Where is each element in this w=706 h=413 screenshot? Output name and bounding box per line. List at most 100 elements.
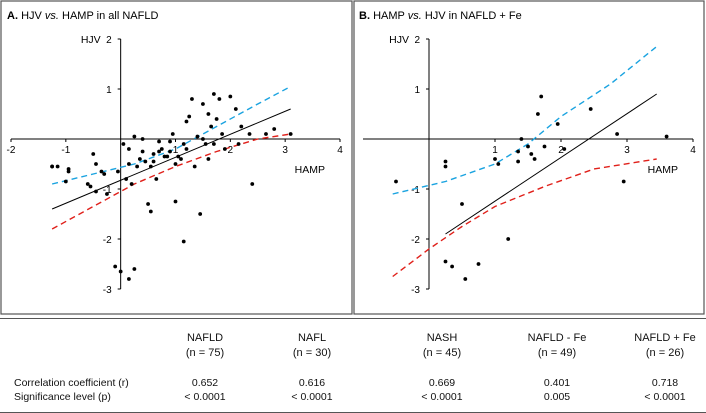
data-point	[615, 132, 619, 136]
data-point	[88, 184, 93, 189]
data-point	[588, 107, 593, 111]
col-header-nafl: NAFL (n = 30)	[292, 332, 332, 359]
data-point	[288, 132, 293, 136]
cell-p-nash: < 0.0001	[421, 391, 463, 403]
data-point	[55, 164, 60, 169]
cell-r-nafld: 0.652	[191, 377, 219, 389]
data-point	[542, 144, 547, 149]
data-point	[94, 189, 98, 194]
data-point	[140, 149, 145, 154]
data-point	[126, 277, 131, 281]
data-point	[105, 192, 109, 196]
y-tick-label: -3	[411, 285, 420, 296]
data-point	[157, 149, 161, 154]
data-point	[496, 162, 501, 166]
data-point	[209, 124, 214, 129]
data-point	[99, 169, 104, 174]
data-point	[91, 152, 96, 156]
data-point	[162, 154, 167, 159]
plot-a: -2 -1 1 2 3 4 -3 -2 -1 1 2 HJV HAMP	[7, 34, 344, 296]
x-tick-label: 4	[337, 145, 343, 156]
data-point	[94, 162, 98, 166]
panel-b-title: B. HAMP vs. HJV in NAFLD + Fe	[359, 10, 522, 22]
data-point	[228, 94, 233, 99]
row-label-significance: Significance level (p)	[14, 391, 111, 403]
data-point	[198, 212, 203, 216]
data-point	[460, 202, 464, 206]
data-point	[173, 199, 178, 204]
charts-area: A. HJV vs. HAMP in all NAFLD B. HAMP vs.…	[0, 0, 705, 315]
y-tick-label: -1	[103, 185, 112, 196]
data-point	[85, 182, 90, 186]
data-point	[132, 267, 137, 271]
data-point	[50, 164, 55, 169]
data-point	[220, 132, 225, 136]
data-point	[140, 137, 145, 141]
col-header-nash: NASH (n = 45)	[422, 332, 462, 359]
data-point	[135, 164, 140, 169]
col-header-nafld-plus-fe: NAFLD + Fe (n = 26)	[634, 332, 696, 359]
data-point	[124, 177, 129, 181]
data-point	[179, 157, 183, 161]
data-point	[187, 114, 192, 119]
data-point	[394, 179, 398, 184]
cell-r-nafld-minus-fe: 0.401	[543, 377, 571, 389]
data-point	[214, 117, 219, 121]
col-header-nafld: NAFLD (n = 75)	[185, 332, 225, 359]
data-point	[201, 137, 205, 141]
x-tick-label: 3	[282, 145, 288, 156]
data-point	[181, 239, 186, 244]
data-point	[203, 142, 208, 146]
data-point	[506, 237, 511, 241]
data-point	[450, 264, 454, 269]
y-tick-label: 2	[106, 35, 112, 46]
data-point	[222, 147, 227, 151]
data-point	[148, 164, 153, 169]
data-point	[137, 157, 142, 161]
data-point	[621, 179, 626, 184]
cell-r-nafld-plus-fe: 0.718	[651, 377, 679, 389]
panel-a-frame	[0, 0, 353, 315]
data-point	[562, 147, 567, 151]
panel-a-title: A. HJV vs. HAMP in all NAFLD	[7, 10, 158, 22]
cell-r-nafl: 0.616	[298, 377, 326, 389]
data-point	[102, 172, 107, 176]
data-point	[211, 142, 216, 146]
data-point	[165, 154, 170, 159]
data-point	[532, 157, 537, 161]
y-tick-label: 1	[414, 85, 420, 96]
data-point	[195, 134, 200, 139]
col-header-nafld-minus-fe: NAFLD - Fe (n = 49)	[527, 332, 587, 359]
data-point	[132, 134, 137, 139]
data-point	[239, 124, 244, 129]
data-point	[151, 159, 156, 164]
data-point	[190, 97, 194, 101]
data-point	[443, 164, 448, 169]
data-point	[113, 264, 118, 269]
data-point	[184, 147, 189, 151]
data-point	[151, 152, 156, 156]
data-point	[539, 94, 544, 99]
y-tick-label: -2	[411, 235, 420, 246]
plot-b: 1 2 3 4 -3 -2 -1 1 2 HJV HAMP	[363, 34, 696, 296]
data-point	[516, 149, 520, 154]
y-axis-label: HJV	[81, 34, 101, 46]
data-point	[121, 142, 126, 146]
data-point	[126, 162, 131, 166]
data-point	[536, 112, 540, 116]
data-point	[66, 167, 71, 171]
data-point	[664, 134, 669, 139]
data-point	[154, 177, 159, 181]
ci-upper-curve	[392, 45, 658, 195]
data-point	[272, 127, 277, 131]
data-point	[192, 164, 197, 169]
data-point	[555, 122, 560, 126]
x-tick-label: 4	[690, 145, 696, 156]
data-point	[201, 102, 205, 106]
data-point	[211, 92, 216, 96]
x-tick-label: 1	[173, 145, 179, 156]
data-point	[63, 179, 68, 184]
x-tick-label: 1	[492, 145, 498, 156]
data-point	[516, 159, 520, 164]
y-tick-label: -2	[103, 235, 112, 246]
